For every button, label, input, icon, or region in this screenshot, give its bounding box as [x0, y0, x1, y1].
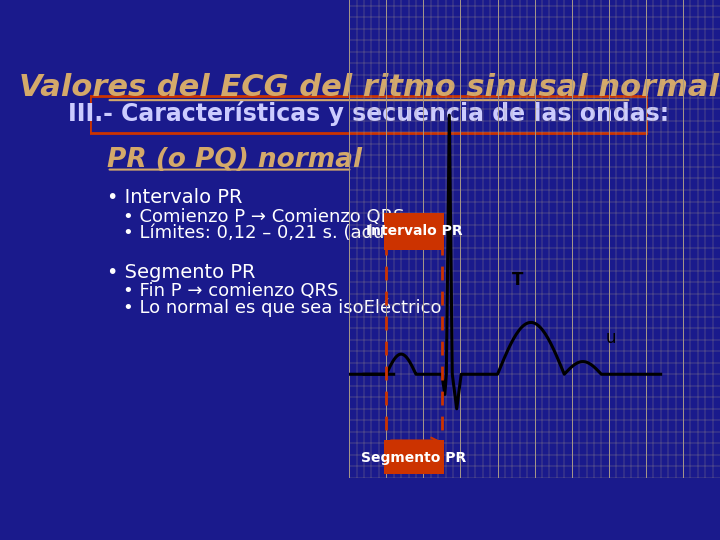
- Text: PR (o PQ) normal: PR (o PQ) normal: [107, 147, 361, 173]
- Text: • Límites: 0,12 – 0,21 s. (adulto): • Límites: 0,12 – 0,21 s. (adulto): [124, 224, 415, 242]
- Text: • Segmento PR: • Segmento PR: [107, 263, 256, 282]
- Text: T: T: [512, 271, 523, 289]
- FancyBboxPatch shape: [384, 441, 444, 475]
- Text: Intervalo PR: Intervalo PR: [366, 225, 462, 239]
- Text: • Fin P → comienzo QRS: • Fin P → comienzo QRS: [124, 282, 339, 300]
- Text: Valores del ECG del ritmo sinusal normal: Valores del ECG del ritmo sinusal normal: [19, 73, 719, 102]
- Text: u: u: [606, 329, 616, 347]
- Text: • Intervalo PR: • Intervalo PR: [107, 188, 242, 207]
- Text: Segmento PR: Segmento PR: [361, 451, 467, 465]
- FancyBboxPatch shape: [90, 96, 648, 133]
- FancyBboxPatch shape: [384, 213, 444, 250]
- Text: • Comienzo P → Comienzo QRS: • Comienzo P → Comienzo QRS: [124, 207, 405, 226]
- Text: • Lo normal es que sea isoEléctrico: • Lo normal es que sea isoEléctrico: [124, 299, 442, 318]
- Text: III.- Características y secuencia de las ondas:: III.- Características y secuencia de las…: [68, 102, 670, 126]
